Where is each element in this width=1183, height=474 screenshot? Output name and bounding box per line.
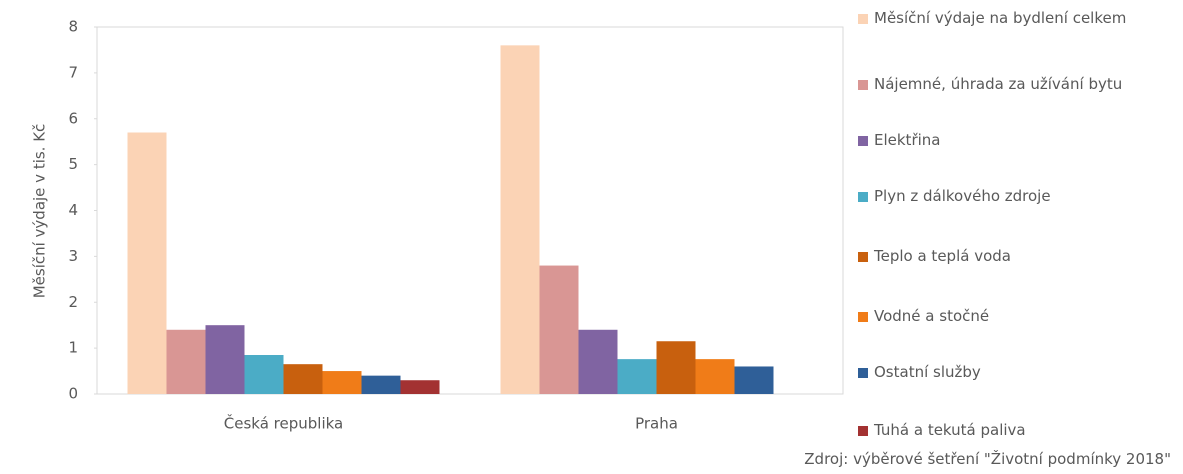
bar bbox=[205, 325, 245, 394]
legend-item: Elektřina bbox=[858, 126, 1158, 155]
y-tick-label: 8 bbox=[68, 18, 78, 36]
legend-swatch bbox=[858, 252, 868, 262]
bar bbox=[578, 329, 618, 394]
y-axis-label: Měsíční výdaje v tis. Kč bbox=[31, 124, 49, 299]
y-tick-label: 4 bbox=[68, 201, 78, 219]
bar bbox=[734, 366, 774, 394]
legend-label: Měsíční výdaje na bydlení celkem bbox=[874, 9, 1127, 27]
bar bbox=[283, 364, 323, 394]
bar bbox=[244, 355, 284, 394]
legend-swatch bbox=[858, 14, 868, 24]
bar bbox=[400, 380, 440, 394]
bar bbox=[361, 375, 401, 394]
bar bbox=[617, 359, 657, 394]
legend-swatch bbox=[858, 80, 868, 90]
legend-item: Teplo a teplá voda bbox=[858, 242, 1158, 271]
y-tick-label: 0 bbox=[68, 385, 78, 403]
plot: Měsíční výdaje v tis. Kč 0 1 2 3 4 5 6 7 8 Česká … bbox=[31, 18, 844, 433]
x-tick-label: Česká republika bbox=[224, 414, 343, 433]
y-tick-label: 7 bbox=[68, 63, 78, 81]
legend-item: Tuhá a tekutá paliva bbox=[858, 416, 1158, 445]
y-tick-label: 5 bbox=[68, 155, 78, 173]
x-tick-label: Praha bbox=[635, 415, 678, 433]
legend-item: Vodné a stočné bbox=[858, 302, 1158, 331]
legend-swatch bbox=[858, 312, 868, 322]
legend-swatch bbox=[858, 136, 868, 146]
legend-label: Plyn z dálkového zdroje bbox=[874, 187, 1051, 205]
source-note: Zdroj: výběrové šetření "Životní podmínk… bbox=[804, 450, 1171, 468]
bar bbox=[500, 45, 540, 394]
legend-item: Nájemné, úhrada za užívání bytu bbox=[858, 70, 1158, 99]
legend-label: Elektřina bbox=[874, 131, 941, 149]
bar bbox=[539, 265, 579, 394]
legend-item: Měsíční výdaje na bydlení celkem bbox=[858, 4, 1158, 33]
legend-label: Vodné a stočné bbox=[874, 307, 990, 325]
legend-swatch bbox=[858, 426, 868, 436]
bar bbox=[695, 359, 735, 394]
bar bbox=[322, 371, 362, 394]
legend-swatch bbox=[858, 192, 868, 202]
legend-swatch bbox=[858, 368, 868, 378]
y-tick-label: 3 bbox=[68, 247, 78, 265]
y-tick-label: 6 bbox=[68, 109, 78, 127]
legend-label: Teplo a teplá voda bbox=[874, 247, 1011, 265]
legend-item: Plyn z dálkového zdroje bbox=[858, 182, 1158, 211]
bar bbox=[166, 329, 206, 394]
y-tick-label: 2 bbox=[68, 293, 78, 311]
bar bbox=[127, 132, 167, 394]
bar bbox=[656, 341, 696, 394]
legend-item: Ostatní služby bbox=[858, 358, 1158, 387]
y-tick-label: 1 bbox=[68, 339, 78, 357]
legend-label: Nájemné, úhrada za užívání bytu bbox=[874, 75, 1123, 93]
legend-label: Ostatní služby bbox=[874, 363, 981, 381]
legend-label: Tuhá a tekutá paliva bbox=[874, 421, 1026, 439]
